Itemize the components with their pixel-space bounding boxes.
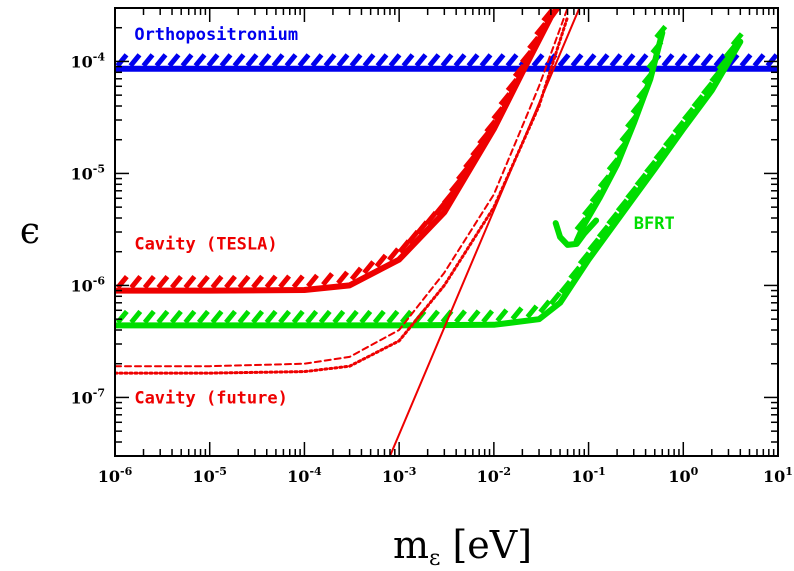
x-tick-label: 10-6 xyxy=(98,465,133,486)
series-3-hatch xyxy=(115,32,744,324)
tick-marks xyxy=(114,8,779,457)
region-label: BFRT xyxy=(634,214,675,234)
region-label: Cavity (future) xyxy=(134,389,288,409)
series-4 xyxy=(573,24,668,244)
x-tick-label: 10-5 xyxy=(192,465,227,486)
series-2 xyxy=(115,8,562,294)
series-1 xyxy=(115,53,778,72)
series-5 xyxy=(552,217,600,248)
x-axis-title: mε [eV] xyxy=(393,523,532,571)
y-tick-label: 10-7 xyxy=(71,386,106,407)
x-tick-label: 10-4 xyxy=(287,465,322,486)
region-label: Cavity (TESLA) xyxy=(134,234,277,254)
y-tick-label: 10-4 xyxy=(71,50,106,71)
y-axis-title: ϵ xyxy=(20,211,40,252)
series-2-hatch xyxy=(115,8,555,290)
y-tick-label: 10-6 xyxy=(71,274,106,295)
x-tick-label: 10-1 xyxy=(571,465,606,486)
series-8 xyxy=(115,8,569,368)
series-3 xyxy=(115,32,744,329)
series-4-line xyxy=(573,29,666,244)
x-tick-label: 10-2 xyxy=(477,465,512,486)
series-5-line xyxy=(552,217,600,248)
x-tick-label: 101 xyxy=(763,465,793,486)
series-7-line xyxy=(115,15,570,375)
plot-area xyxy=(115,8,778,456)
series-7 xyxy=(115,15,570,375)
series-1-hatch xyxy=(115,53,778,68)
series-2-line xyxy=(115,8,562,294)
x-tick-label: 10-3 xyxy=(382,465,417,486)
series-3-line xyxy=(115,38,744,329)
x-tick-label: 100 xyxy=(668,465,698,486)
y-tick-label: 10-5 xyxy=(71,162,106,183)
series-8-line xyxy=(115,8,569,368)
region-label: Orthopositronium xyxy=(134,25,298,45)
